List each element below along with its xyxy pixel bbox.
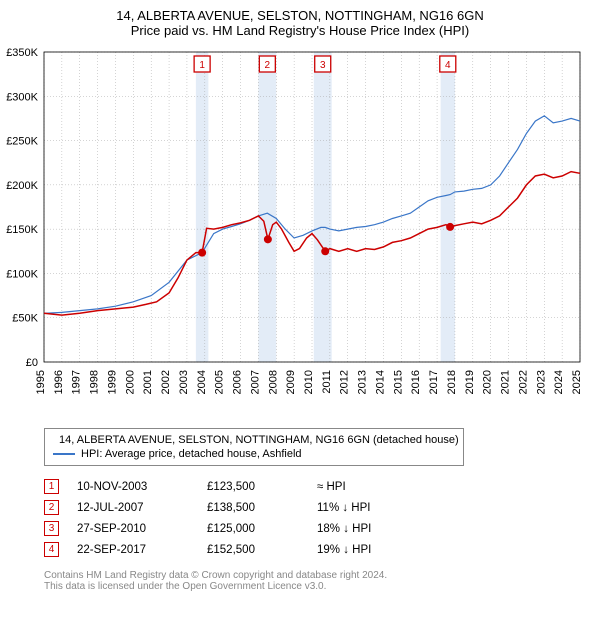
sale-date: 22-SEP-2017 [77, 544, 207, 556]
legend-row: HPI: Average price, detached house, Ashf… [53, 447, 455, 461]
svg-text:2018: 2018 [446, 370, 458, 394]
svg-text:2019: 2019 [464, 370, 476, 394]
svg-text:1: 1 [199, 60, 205, 71]
svg-text:£100K: £100K [6, 268, 38, 280]
svg-text:1995: 1995 [35, 370, 47, 394]
svg-text:2025: 2025 [571, 370, 583, 394]
table-row: 3 27-SEP-2010 £125,000 18% ↓ HPI [44, 518, 580, 539]
sales-table: 1 10-NOV-2003 £123,500 ≈ HPI 2 12-JUL-20… [44, 476, 580, 560]
sale-marker-icon: 4 [44, 542, 59, 557]
svg-text:£300K: £300K [6, 91, 38, 103]
svg-text:2024: 2024 [553, 370, 565, 394]
table-row: 2 12-JUL-2007 £138,500 11% ↓ HPI [44, 497, 580, 518]
price-chart: £0 £50K £100K £150K £200K £250K £300K £350K 1995… [0, 42, 600, 422]
svg-text:2009: 2009 [285, 370, 297, 394]
svg-text:£250K: £250K [6, 136, 38, 148]
svg-text:2021: 2021 [500, 370, 512, 394]
legend-row: 14, ALBERTA AVENUE, SELSTON, NOTTINGHAM,… [53, 433, 455, 447]
svg-text:1996: 1996 [53, 370, 65, 394]
svg-text:2002: 2002 [160, 370, 172, 394]
svg-text:2012: 2012 [339, 370, 351, 394]
legend: 14, ALBERTA AVENUE, SELSTON, NOTTINGHAM,… [44, 428, 580, 466]
svg-text:2000: 2000 [124, 370, 136, 394]
sale-hpi: 11% ↓ HPI [317, 502, 427, 514]
svg-text:2023: 2023 [535, 370, 547, 394]
svg-text:2015: 2015 [392, 370, 404, 394]
svg-text:2001: 2001 [142, 370, 154, 394]
table-row: 1 10-NOV-2003 £123,500 ≈ HPI [44, 476, 580, 497]
svg-text:2008: 2008 [267, 370, 279, 394]
sale-hpi: ≈ HPI [317, 481, 427, 493]
legend-swatch-blue [53, 453, 75, 455]
chart-title-block: 14, ALBERTA AVENUE, SELSTON, NOTTINGHAM,… [0, 0, 600, 42]
svg-text:2006: 2006 [232, 370, 244, 394]
footer-line: This data is licensed under the Open Gov… [44, 581, 580, 592]
sale-price: £138,500 [207, 502, 317, 514]
svg-text:1998: 1998 [89, 370, 101, 394]
title-address: 14, ALBERTA AVENUE, SELSTON, NOTTINGHAM,… [0, 8, 600, 23]
svg-text:2013: 2013 [357, 370, 369, 394]
sale-price: £152,500 [207, 544, 317, 556]
sale-price: £125,000 [207, 523, 317, 535]
svg-text:2017: 2017 [428, 370, 440, 394]
svg-text:2005: 2005 [214, 370, 226, 394]
sale-marker-icon: 1 [44, 479, 59, 494]
sale-marker-icon: 3 [44, 521, 59, 536]
chart-area: £0 £50K £100K £150K £200K £250K £300K £350K 1995… [0, 42, 600, 422]
sale-price: £123,500 [207, 481, 317, 493]
svg-text:4: 4 [445, 60, 451, 71]
svg-text:£150K: £150K [6, 224, 38, 236]
footer-line: Contains HM Land Registry data © Crown c… [44, 570, 580, 581]
svg-text:2003: 2003 [178, 370, 190, 394]
svg-text:1999: 1999 [106, 370, 118, 394]
table-row: 4 22-SEP-2017 £152,500 19% ↓ HPI [44, 539, 580, 560]
svg-text:2011: 2011 [321, 370, 333, 394]
svg-text:£350K: £350K [6, 47, 38, 59]
svg-text:£50K: £50K [12, 313, 38, 325]
sale-date: 12-JUL-2007 [77, 502, 207, 514]
sale-hpi: 18% ↓ HPI [317, 523, 427, 535]
legend-box: 14, ALBERTA AVENUE, SELSTON, NOTTINGHAM,… [44, 428, 464, 466]
legend-label: 14, ALBERTA AVENUE, SELSTON, NOTTINGHAM,… [59, 434, 459, 446]
svg-text:2022: 2022 [517, 370, 529, 394]
svg-text:2010: 2010 [303, 370, 315, 394]
svg-text:2020: 2020 [482, 370, 494, 394]
svg-text:2014: 2014 [374, 370, 386, 394]
svg-text:£200K: £200K [6, 180, 38, 192]
svg-text:2007: 2007 [249, 370, 261, 394]
svg-text:3: 3 [320, 60, 326, 71]
svg-text:£0: £0 [26, 357, 38, 369]
legend-label: HPI: Average price, detached house, Ashf… [81, 448, 302, 460]
sale-date: 27-SEP-2010 [77, 523, 207, 535]
svg-text:1997: 1997 [71, 370, 83, 394]
title-subtitle: Price paid vs. HM Land Registry's House … [0, 23, 600, 38]
svg-text:2016: 2016 [410, 370, 422, 394]
sale-date: 10-NOV-2003 [77, 481, 207, 493]
sale-marker-icon: 2 [44, 500, 59, 515]
footer: Contains HM Land Registry data © Crown c… [44, 570, 580, 592]
svg-text:2: 2 [265, 60, 271, 71]
sale-hpi: 19% ↓ HPI [317, 544, 427, 556]
svg-text:2004: 2004 [196, 370, 208, 394]
